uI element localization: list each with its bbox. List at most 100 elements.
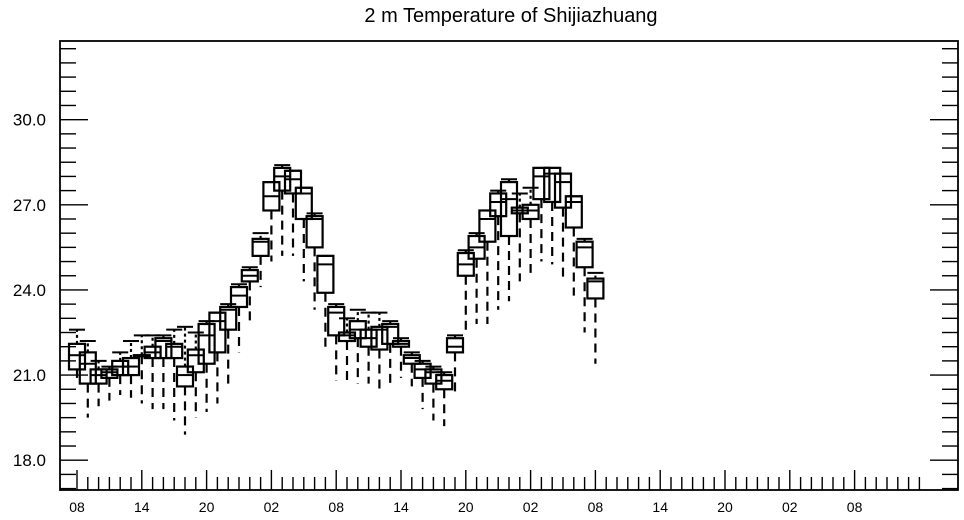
box-22 (305, 212, 324, 310)
box-45 (553, 172, 573, 279)
box-body (229, 286, 249, 309)
box-39 (489, 189, 508, 310)
box-body (532, 166, 551, 201)
box-5 (121, 340, 141, 398)
box-body (478, 209, 497, 243)
box-48 (586, 271, 605, 364)
box-20 (283, 169, 303, 256)
box-body (111, 359, 130, 377)
box-body (219, 305, 238, 331)
box-16 (240, 266, 259, 324)
box-37 (467, 232, 486, 324)
box-body (381, 322, 400, 345)
box-body (543, 166, 562, 204)
box-body (553, 172, 573, 209)
box-6 (132, 334, 151, 404)
box-34 (435, 371, 454, 427)
y-tick-label: 30.0 (13, 111, 46, 130)
box-body (67, 342, 87, 371)
box-body (575, 240, 594, 269)
box-body (305, 215, 324, 249)
box-43 (532, 166, 551, 262)
x-tick-label: 14 (652, 499, 668, 515)
box-15 (229, 283, 249, 353)
x-tick-label: 14 (393, 499, 409, 515)
box-41 (510, 192, 529, 282)
box-17 (251, 232, 270, 288)
box-14 (219, 303, 238, 384)
plot-frame (59, 40, 959, 491)
box-body (413, 362, 432, 380)
x-tick-label: 02 (523, 499, 539, 515)
box-29 (381, 320, 400, 384)
x-tick-label: 02 (264, 499, 280, 515)
box-body (251, 237, 270, 257)
x-tick-label: 20 (458, 499, 474, 515)
box-body (89, 368, 108, 385)
box-body (197, 322, 216, 365)
y-tick-label: 18.0 (13, 451, 46, 470)
x-tick-label: 20 (199, 499, 215, 515)
box-body (165, 342, 184, 360)
box-body (154, 337, 173, 360)
box-30 (391, 337, 411, 378)
box-44 (543, 166, 562, 265)
y-axis: 18.0 21.0 24.0 27.0 30.0 (13, 48, 958, 490)
x-tick-label: 08 (847, 499, 863, 515)
x-axis: 08 14 20 02 08 14 20 02 08 14 20 02 08 (69, 470, 921, 515)
box-2 (89, 359, 108, 407)
y-tick-label: 24.0 (13, 281, 46, 300)
box-body (564, 195, 583, 229)
box-body (370, 325, 389, 351)
box-25 (337, 317, 357, 381)
chart-title: 2 m Temperature of Shijiazhuang (364, 5, 657, 27)
box-21 (294, 186, 313, 282)
y-tick-label: 27.0 (13, 196, 46, 215)
box-32 (413, 359, 432, 410)
box-body (186, 348, 205, 374)
x-tick-label: 08 (69, 499, 85, 515)
box-9 (165, 328, 184, 421)
y-tick-label: 21.0 (13, 366, 46, 385)
box-47 (575, 237, 594, 333)
box-body (402, 354, 421, 365)
x-tick-label: 08 (328, 499, 344, 515)
box-31 (402, 351, 421, 387)
box-1 (78, 340, 97, 418)
box-body (283, 169, 303, 195)
box-body (445, 337, 465, 354)
box-body (208, 311, 227, 354)
box-38 (478, 209, 497, 324)
box-body (586, 277, 605, 300)
box-body (499, 180, 519, 238)
box-18 (262, 180, 281, 262)
box-body (521, 203, 540, 221)
box-body (489, 192, 508, 218)
box-11 (186, 331, 205, 418)
box-body (337, 331, 357, 343)
box-27 (359, 311, 378, 384)
box-body (100, 368, 119, 380)
box-body (424, 368, 443, 385)
box-13 (208, 311, 227, 404)
box-body (316, 254, 335, 294)
box-0 (67, 328, 87, 378)
box-23 (316, 254, 335, 347)
box-body (327, 305, 346, 337)
box-36 (456, 249, 475, 336)
box-10 (175, 325, 195, 435)
box-33 (424, 365, 443, 421)
x-tick-label: 08 (588, 499, 604, 515)
x-tick-label: 20 (717, 499, 733, 515)
box-24 (327, 303, 346, 381)
x-tick-label: 02 (782, 499, 798, 515)
box-40 (499, 178, 519, 302)
box-35 (445, 334, 465, 393)
box-12 (197, 320, 216, 412)
box-28 (370, 311, 389, 393)
box-7 (143, 334, 162, 410)
box-42 (521, 186, 540, 273)
box-body (435, 373, 454, 391)
box-body (78, 351, 97, 385)
